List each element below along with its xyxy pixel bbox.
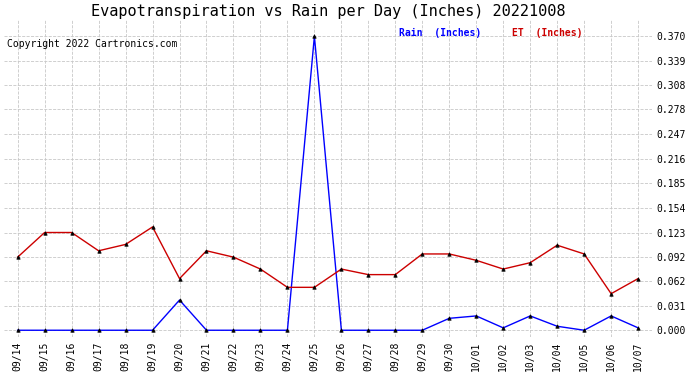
- Text: Rain  (Inches): Rain (Inches): [399, 28, 482, 38]
- Text: Copyright 2022 Cartronics.com: Copyright 2022 Cartronics.com: [7, 39, 177, 50]
- Text: ET  (Inches): ET (Inches): [513, 28, 583, 38]
- Title: Evapotranspiration vs Rain per Day (Inches) 20221008: Evapotranspiration vs Rain per Day (Inch…: [90, 4, 565, 19]
